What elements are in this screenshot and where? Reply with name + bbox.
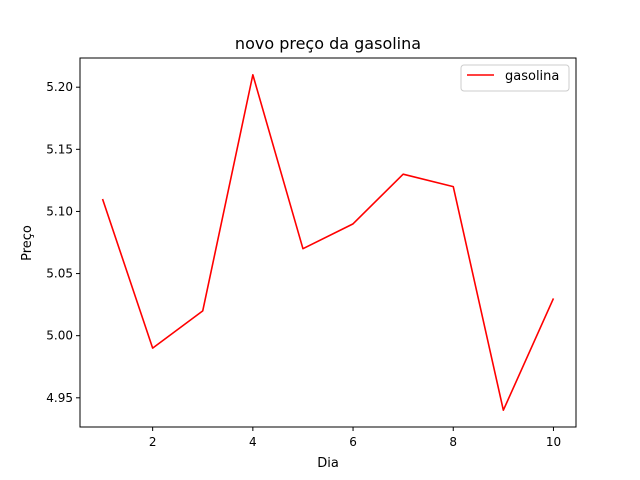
y-tick-label: 4.95 — [46, 391, 73, 405]
x-tick-label: 6 — [349, 435, 357, 449]
legend: gasolina — [460, 64, 570, 92]
axes-frame — [79, 57, 577, 428]
y-axis-ticks: 4.95 5.00 5.05 5.10 5.15 5.20 — [46, 80, 80, 405]
x-tick-label: 2 — [149, 435, 157, 449]
plot-area — [80, 58, 576, 427]
x-tick-label: 4 — [249, 435, 257, 449]
y-tick-label: 5.20 — [46, 80, 73, 94]
x-axis-ticks: 2 4 6 8 10 — [149, 427, 561, 449]
legend-label-gasolina: gasolina — [505, 69, 559, 84]
y-tick-label: 5.15 — [46, 142, 73, 156]
x-axis-label: Dia — [317, 456, 339, 471]
x-tick-label: 8 — [449, 435, 457, 449]
y-tick-label: 5.05 — [46, 267, 73, 281]
series-line-gasolina — [101, 73, 555, 412]
y-axis-label: Preço — [20, 225, 35, 261]
legend-box — [460, 64, 570, 92]
y-tick-label: 5.00 — [46, 329, 73, 343]
chart-title: novo preço da gasolina — [235, 34, 421, 53]
y-tick-label: 5.10 — [46, 204, 73, 218]
x-tick-label: 10 — [546, 435, 561, 449]
